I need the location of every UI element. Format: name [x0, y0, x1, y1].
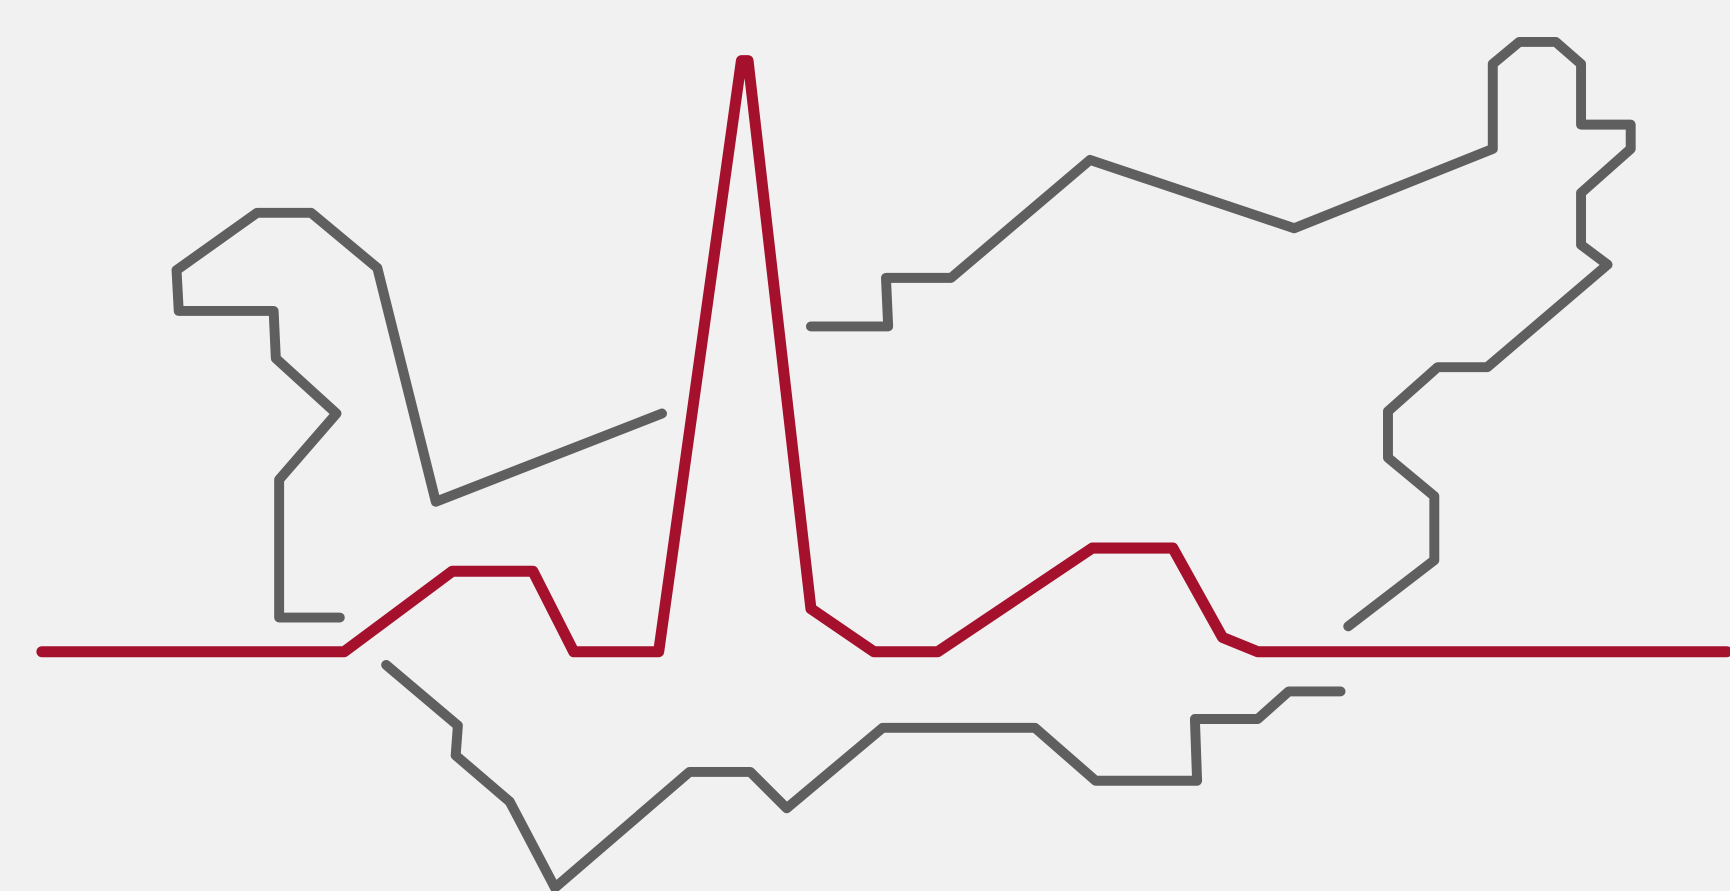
map-outline-south [381, 659, 1346, 891]
map-outline-northeast [805, 36, 1636, 632]
heartbeat-line [36, 55, 1730, 658]
map-outline-west [171, 207, 667, 623]
